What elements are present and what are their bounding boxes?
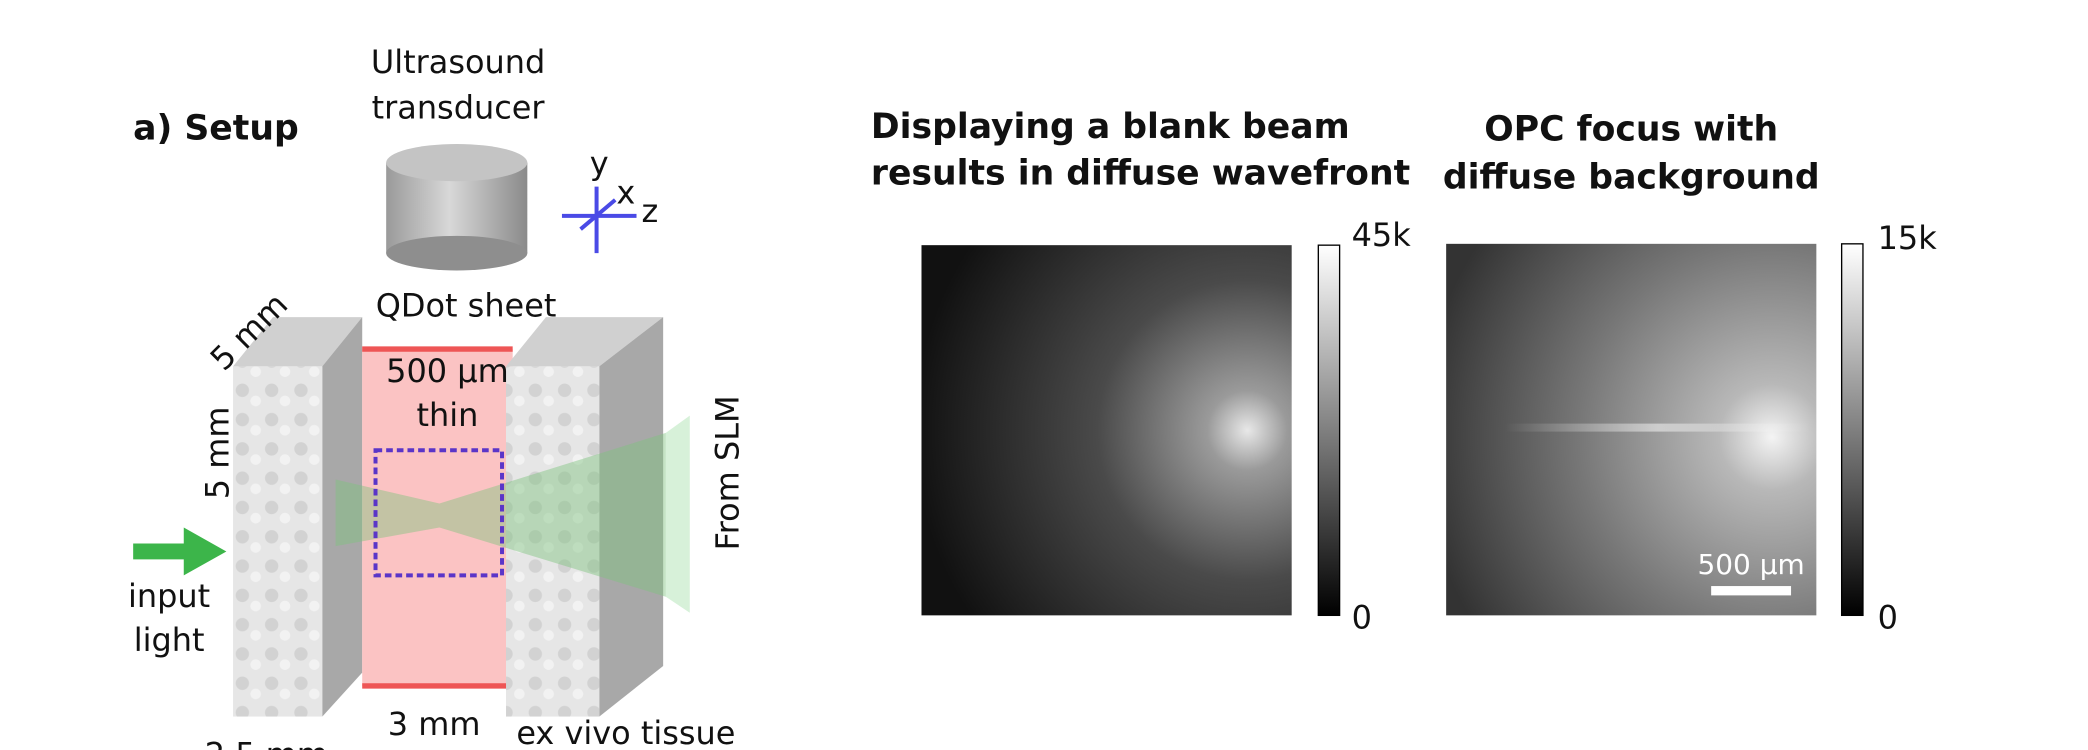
- block-front: [506, 366, 600, 717]
- label: 3 mm: [388, 705, 481, 743]
- slm: [665, 415, 690, 613]
- block-top: [506, 317, 664, 367]
- label: light: [134, 621, 205, 659]
- label: From SLM: [709, 395, 747, 550]
- block-front: [233, 366, 323, 717]
- label: 2.5 mm: [205, 736, 328, 750]
- axis-label: x: [616, 174, 635, 212]
- axis-label: y: [590, 144, 609, 182]
- block-side: [322, 317, 363, 717]
- beam: [335, 432, 666, 597]
- label: input: [128, 577, 210, 615]
- label: Ultrasound: [371, 43, 545, 81]
- focus-line: [1504, 423, 1812, 432]
- colorbar: [1840, 243, 1864, 617]
- panel-title: diffuse background: [1443, 158, 1820, 198]
- colorbar-label: 15k: [1878, 219, 1938, 257]
- panel-title: Displaying a blank beam: [871, 107, 1350, 147]
- colorbar-label: 45k: [1352, 216, 1412, 254]
- block-top: [233, 317, 363, 367]
- qdot-sheet: [362, 349, 513, 686]
- label: ex vivo tissue: [516, 714, 735, 750]
- transducer-bottom: [386, 235, 528, 271]
- transducer-top: [386, 143, 528, 182]
- panel-title: a) Setup: [133, 108, 299, 148]
- axis-label: z: [641, 192, 658, 230]
- colorbar: [1317, 244, 1341, 617]
- scale-label: 500 µm: [1697, 548, 1804, 581]
- block-side: [599, 317, 664, 717]
- panel-title: OPC focus with: [1484, 110, 1778, 150]
- input-arrow: [133, 527, 227, 576]
- colorbar-label: 0: [1352, 598, 1372, 636]
- scale-bar: [1711, 586, 1792, 596]
- label: 500 µm: [386, 352, 509, 390]
- panel-title: results in diffuse wavefront: [871, 154, 1410, 194]
- label: transducer: [372, 88, 546, 126]
- image: [921, 245, 1292, 616]
- axes-icon: [561, 186, 637, 254]
- label: QDot sheet: [376, 287, 557, 325]
- label: thin: [416, 396, 478, 434]
- label: 5 mm: [199, 407, 237, 500]
- colorbar-label: 0: [1878, 598, 1898, 636]
- focus-box: [373, 448, 505, 578]
